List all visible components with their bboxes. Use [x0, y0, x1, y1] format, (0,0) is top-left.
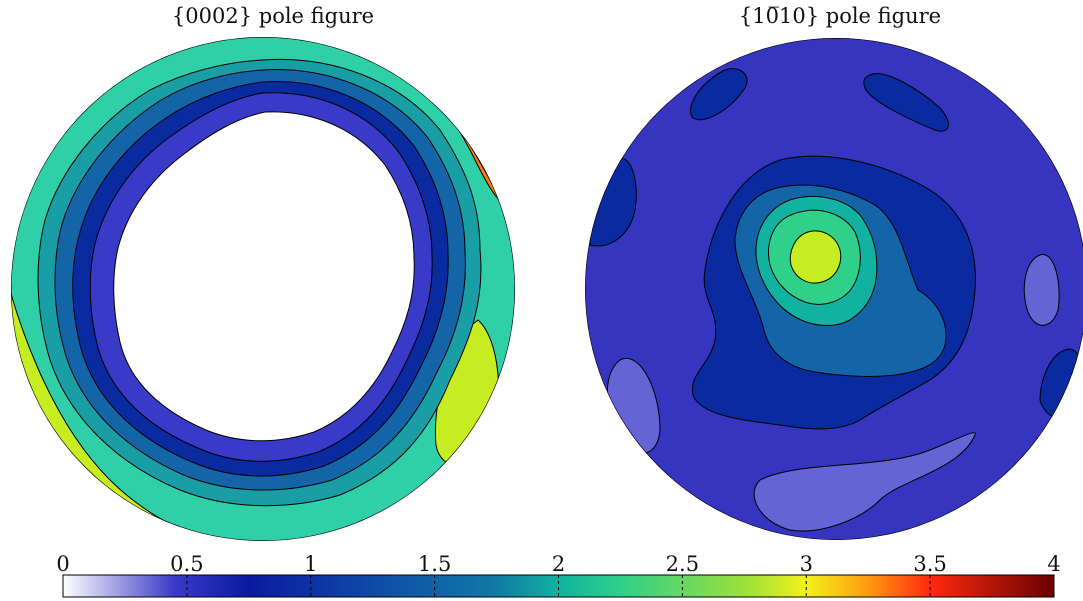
- colorbar-tick-label: 3: [799, 552, 813, 576]
- right-dark-patch: [690, 68, 748, 121]
- right-level-3-region: [789, 230, 842, 284]
- colorbar-tick-label: 0.5: [170, 552, 204, 576]
- right-pole-figure: [585, 38, 1083, 540]
- right-low-patch: [753, 432, 976, 532]
- colorbar-tick-label: 0: [56, 552, 70, 576]
- colorbar: [62, 574, 1055, 598]
- left-pole-figure-title: {0002} pole figure: [171, 4, 375, 28]
- colorbar-tick-label: 3.5: [913, 552, 947, 576]
- colorbar-tick-label: 1: [304, 552, 318, 576]
- right-low-patch: [1023, 254, 1060, 326]
- colorbar-ticks: [186, 575, 931, 597]
- colorbar-tick-label: 4: [1047, 552, 1061, 576]
- colorbar-tick-label: 2.5: [665, 552, 700, 576]
- right-dark-patch: [863, 73, 949, 132]
- left-pole-figure: [11, 37, 515, 541]
- colorbar-tick-label: 2: [551, 552, 566, 576]
- right-pole-figure-title: {10̅10} pole figure: [738, 4, 942, 28]
- colorbar-tick-label: 1.5: [417, 552, 452, 576]
- left-level-0-region: [113, 111, 415, 442]
